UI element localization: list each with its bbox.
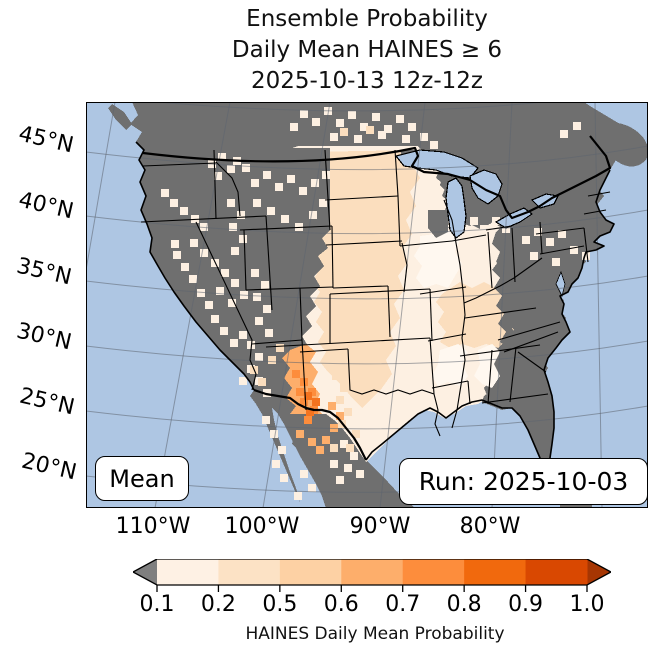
us-canada-border xyxy=(142,135,612,220)
mean-label: Mean xyxy=(109,464,175,493)
island-nova-scotia xyxy=(592,122,648,167)
figure-title: Ensemble Probability Daily Mean HAINES ≥… xyxy=(86,4,648,97)
colorbar-tick-label: 0.7 xyxy=(385,592,421,617)
colorbar-segment xyxy=(157,559,219,585)
prob-field-mid-ohio-valley xyxy=(436,282,516,348)
y-tick-label: 30°N xyxy=(14,318,74,356)
probability-pixels xyxy=(161,107,590,500)
conus-probability-map xyxy=(86,102,648,508)
prob-field-lighter-southeast xyxy=(474,344,500,388)
island-cuba xyxy=(560,502,592,508)
national-borders xyxy=(142,135,612,461)
prob-field-lighter-midwest xyxy=(414,232,462,288)
x-tick-label: 80°W xyxy=(459,514,521,539)
mean-label-box: Mean xyxy=(95,456,189,501)
title-line-1: Ensemble Probability xyxy=(246,6,488,32)
y-tick-label: 40°N xyxy=(16,187,76,225)
us-coastline xyxy=(135,141,615,469)
y-tick-label: 45°N xyxy=(16,121,76,159)
x-tick-label: 100°W xyxy=(224,514,300,539)
colorbar-tick-label: 0.1 xyxy=(139,592,175,617)
us-mexico-border xyxy=(253,388,367,461)
y-tick-label: 35°N xyxy=(14,253,74,291)
colorbar-tick-label: 0.5 xyxy=(262,592,298,617)
y-tick-label: 25°N xyxy=(17,383,77,421)
title-line-2: Daily Mean HAINES ≥ 6 xyxy=(231,37,503,63)
colorbar-segment xyxy=(464,559,527,585)
colorbar-segment xyxy=(218,559,281,585)
colorbar-segment xyxy=(341,559,404,585)
colorbar-tick-label: 0.8 xyxy=(446,592,482,617)
y-tick-label: 20°N xyxy=(19,448,79,486)
colorbar-caption: HAINES Daily Mean Probability xyxy=(245,624,505,644)
chesapeake-bay xyxy=(555,270,566,298)
prob-field-lighter-ark xyxy=(432,344,468,386)
colorbar-tick-label: 0.9 xyxy=(508,592,544,617)
x-tick-label: 110°W xyxy=(115,514,191,539)
run-date-box: Run: 2025-10-03 xyxy=(399,458,648,505)
colorbar-tick-label: 0.6 xyxy=(323,592,359,617)
state-borders xyxy=(140,149,611,437)
colorbar-tick-label: 1.0 xyxy=(569,592,605,617)
run-date-label: Run: 2025-10-03 xyxy=(418,467,629,496)
colorbar-segment xyxy=(525,559,588,585)
colorbar-segment xyxy=(279,559,342,585)
title-line-3: 2025-10-13 12z-12z xyxy=(251,68,483,94)
x-tick-label: 90°W xyxy=(349,514,411,539)
colorbar-tick-label: 0.2 xyxy=(200,592,236,617)
colorbar-segment xyxy=(402,559,465,585)
colorbar xyxy=(131,558,613,597)
